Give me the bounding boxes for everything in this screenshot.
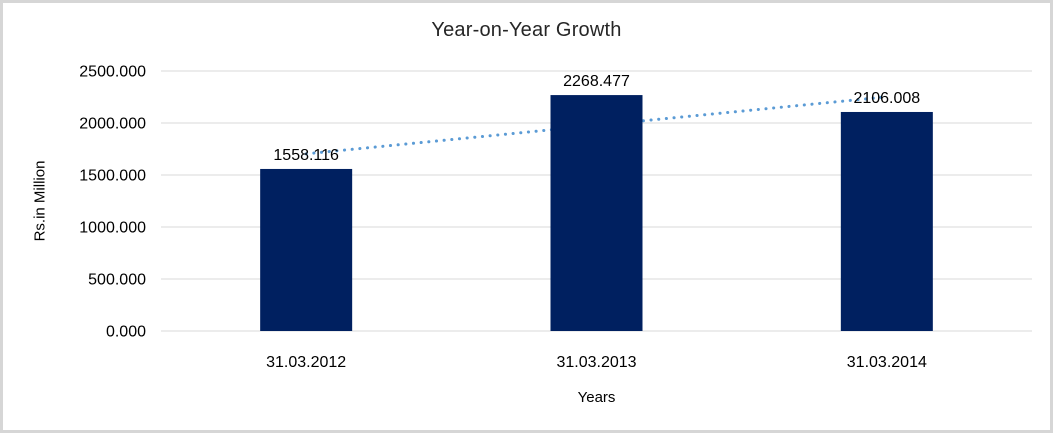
y-tick-label: 1000.000 [79,220,146,237]
x-axis-title: Years [577,389,616,406]
y-tick-label: 2500.000 [79,64,146,81]
chart-title: Year-on-Year Growth [431,19,622,41]
category-label: 31.03.2013 [556,354,636,371]
category-label: 31.03.2014 [847,354,927,371]
y-tick-label: 2000.000 [79,116,146,133]
bar [840,111,933,332]
category-label: 31.03.2012 [266,354,346,371]
bar-value-label: 2106.008 [853,90,920,107]
plot-area: 0.000 500.000 1000.000 1500.000 2000.000 2500… [79,64,1032,371]
bar-value-label: 1558.116 [273,147,339,164]
y-tick-label: 0.000 [106,324,146,341]
bar [260,168,353,331]
y-tick-label: 1500.000 [79,168,146,185]
bar-value-label: 2268.477 [563,73,630,90]
bar [550,95,643,331]
y-tick-label: 500.000 [88,272,146,289]
